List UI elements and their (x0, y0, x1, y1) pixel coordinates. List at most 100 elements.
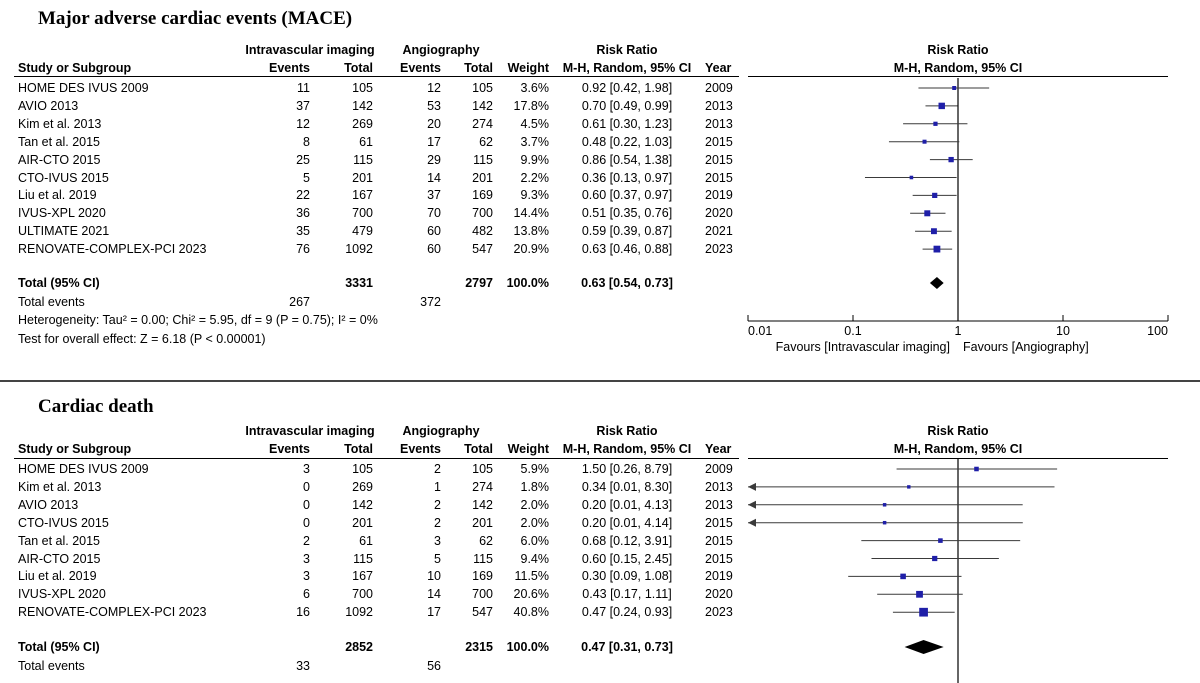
total2-cell: 547 (472, 242, 493, 257)
events2-cell: 3 (434, 533, 441, 548)
events1-cell: 3 (303, 551, 310, 566)
weight-cell: 2.0% (520, 515, 550, 530)
study-point (900, 573, 906, 580)
total1-cell: 105 (352, 462, 373, 476)
year-cell: 2015 (705, 134, 733, 149)
total2-cell: 115 (473, 551, 493, 566)
weight-cell: 2.0% (520, 497, 550, 512)
events1-cell: 5 (303, 170, 310, 185)
total1-cell: 201 (352, 170, 373, 185)
study-name: AVIO 2013 (18, 497, 79, 512)
group1-header: Intravascular imaging (245, 424, 375, 438)
group2-header: Angiography (402, 43, 480, 57)
events2-cell: 17 (427, 605, 441, 620)
weight-cell: 40.8% (513, 605, 549, 620)
total1-cell: 269 (352, 479, 373, 494)
study-point (882, 503, 887, 507)
year-cell: 2020 (705, 206, 733, 221)
events1-cell: 35 (296, 224, 310, 239)
total2-cell: 105 (472, 81, 493, 95)
ci-cell: 0.60 [0.37, 0.97] (581, 188, 673, 203)
x-tick-label: 0.1 (844, 324, 862, 338)
year-cell: 2020 (705, 587, 733, 602)
ci-arrow (748, 482, 756, 491)
weight-cell: 6.0% (520, 533, 550, 548)
ci-cell: 0.43 [0.17, 1.11] (582, 587, 672, 602)
weight-cell: 3.6% (520, 81, 550, 95)
study-point (933, 121, 938, 126)
pooled-diamond (904, 640, 944, 654)
year-cell: 2013 (705, 98, 733, 113)
total2-cell: 142 (472, 497, 493, 512)
events1-cell: 3 (303, 569, 310, 584)
total-label: Total (95% CI) (18, 640, 100, 654)
study-name: Liu et al. 2019 (18, 569, 97, 584)
study-name: Tan et al. 2015 (18, 533, 101, 548)
total-events-label: Total events (18, 659, 85, 673)
header-rule (14, 76, 739, 77)
year-cell: 2013 (705, 116, 733, 131)
weight-cell: 20.9% (513, 242, 549, 257)
total1-cell: 269 (352, 116, 373, 131)
total-events1: 267 (289, 295, 310, 309)
study-point (930, 228, 937, 235)
total-weight: 100.0% (506, 276, 549, 290)
events2-cell: 20 (427, 116, 441, 131)
study-point (932, 555, 938, 562)
ci-cell: 0.60 [0.15, 2.45] (581, 551, 673, 566)
method-header: M-H, Random, 95% CI (562, 442, 692, 456)
study-name: AIR-CTO 2015 (18, 152, 101, 167)
study-header: Study or Subgroup (18, 61, 132, 75)
ci-cell: 0.70 [0.49, 0.99] (581, 98, 673, 113)
study-point (952, 86, 957, 90)
study-point (938, 102, 945, 110)
rr-header: Risk Ratio (596, 424, 658, 438)
study-point (974, 466, 979, 472)
events2-cell: 14 (427, 170, 441, 185)
panel-title: Cardiac death (38, 396, 154, 417)
events1-cell: 0 (303, 497, 310, 512)
header-rule (14, 458, 739, 459)
study-point (907, 485, 911, 489)
total2-cell: 169 (472, 188, 493, 203)
total1-cell: 142 (352, 497, 373, 512)
total2-cell: 62 (479, 533, 493, 548)
total-events2: 372 (420, 295, 441, 309)
year-cell: 2021 (705, 224, 733, 239)
group1-header: Intravascular imaging (245, 43, 375, 57)
heterogeneity-text: Heterogeneity: Tau² = 0.00; Chi² = 5.95,… (18, 313, 378, 327)
events1-cell: 3 (303, 462, 310, 476)
year-cell: 2009 (705, 462, 733, 476)
weight-cell: 13.8% (513, 224, 549, 239)
weight-cell: 1.8% (520, 479, 550, 494)
study-point (933, 245, 941, 253)
total2-cell: 274 (472, 479, 493, 494)
total2-cell: 700 (472, 587, 493, 602)
events2-cell: 60 (427, 242, 441, 257)
total1-sum: 3331 (345, 276, 373, 290)
total1-cell: 167 (352, 569, 373, 584)
plot-subtitle: M-H, Random, 95% CI (893, 61, 1023, 75)
study-point (924, 210, 931, 217)
ci-cell: 0.20 [0.01, 4.14] (581, 515, 673, 530)
year-cell: 2013 (705, 479, 733, 494)
x-tick-label: 0.01 (748, 324, 773, 338)
study-name: Kim et al. 2013 (18, 479, 102, 494)
study-name: HOME DES IVUS 2009 (18, 462, 149, 476)
total1-cell: 115 (353, 152, 373, 167)
year-cell: 2023 (705, 605, 733, 620)
ci-cell: 0.61 [0.30, 1.23] (581, 116, 673, 131)
weight-header: Weight (507, 61, 549, 75)
plot-title: Risk Ratio (927, 43, 989, 57)
method-header: M-H, Random, 95% CI (562, 61, 692, 75)
events2-cell: 10 (427, 569, 441, 584)
study-name: CTO-IVUS 2015 (18, 515, 109, 530)
total-ci: 0.63 [0.54, 0.73] (581, 276, 673, 290)
events1-header: Events (269, 442, 310, 456)
weight-cell: 9.3% (520, 188, 550, 203)
year-cell: 2019 (705, 188, 733, 203)
ci-cell: 0.34 [0.01, 8.30] (581, 479, 673, 494)
ci-cell: 0.20 [0.01, 4.13] (581, 497, 673, 512)
total2-sum: 2797 (465, 276, 493, 290)
study-point (948, 156, 954, 163)
